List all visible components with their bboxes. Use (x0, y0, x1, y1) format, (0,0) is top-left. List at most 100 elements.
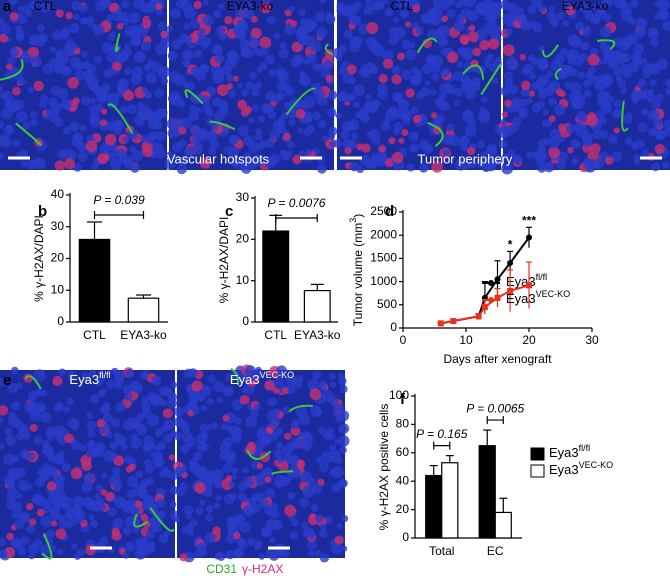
nucleus (351, 132, 359, 140)
nucleus (108, 2, 119, 13)
nucleus (237, 492, 246, 501)
nucleus (502, 44, 515, 57)
nucleus (640, 148, 650, 158)
nucleus (166, 25, 174, 32)
nucleus (329, 450, 341, 463)
nucleus (183, 22, 191, 30)
nucleus (110, 417, 121, 428)
nucleus (222, 414, 230, 422)
nucleus (432, 125, 442, 135)
nucleus (99, 119, 107, 127)
nucleus (259, 36, 272, 49)
nucleus (56, 548, 63, 556)
nucleus (599, 129, 609, 140)
nucleus (288, 456, 299, 467)
nucleus (90, 520, 98, 528)
nucleus (179, 553, 188, 562)
nucleus (255, 128, 263, 135)
nucleus (81, 460, 92, 472)
nucleus (627, 33, 639, 45)
nucleus (269, 431, 279, 441)
nucleus (526, 97, 533, 104)
nucleus (501, 111, 509, 118)
nucleus (106, 51, 119, 64)
nucleus (187, 410, 194, 417)
nucleus (125, 368, 135, 378)
nucleus (152, 456, 165, 468)
nucleus (167, 398, 178, 409)
legend-label-sup: VEC-KO (579, 460, 614, 470)
nucleus (633, 153, 641, 162)
nucleus (154, 88, 165, 98)
nucleus (290, 20, 298, 27)
nucleus (386, 8, 394, 16)
nucleus (67, 76, 80, 89)
nucleus (255, 366, 262, 374)
vessel (427, 121, 444, 147)
nucleus (237, 539, 248, 550)
nucleus (155, 525, 162, 532)
nucleus (339, 446, 347, 454)
marker (437, 320, 444, 327)
nucleus (273, 448, 283, 459)
nucleus (167, 51, 178, 61)
nucleus (297, 436, 310, 448)
nucleus (252, 89, 260, 97)
nucleus (654, 143, 665, 155)
nucleus (504, 99, 512, 107)
vessel (597, 39, 616, 50)
panel-letter: f (400, 391, 406, 408)
nucleus (7, 382, 19, 394)
bar (78, 238, 111, 323)
nucleus (10, 366, 19, 375)
nucleus (322, 135, 329, 142)
y-tick-label: 30 (236, 190, 250, 204)
nucleus (169, 485, 179, 495)
nucleus (312, 370, 322, 380)
nucleus (214, 11, 221, 19)
nucleus (28, 518, 37, 526)
nucleus (631, 51, 642, 62)
nucleus (181, 431, 193, 443)
nucleus (610, 151, 622, 162)
nucleus (327, 90, 338, 100)
nucleus (61, 462, 71, 472)
nucleus (585, 71, 593, 79)
nucleus (468, 24, 476, 32)
nucleus (131, 382, 141, 392)
nucleus (521, 80, 531, 91)
nucleus (316, 457, 323, 464)
nucleus (253, 403, 261, 411)
nucleus (319, 553, 330, 563)
nucleus (193, 0, 202, 10)
nucleus (304, 35, 316, 47)
nucleus (276, 91, 285, 101)
vessel (324, 43, 335, 57)
nucleus (181, 49, 193, 61)
nucleus (555, 88, 564, 97)
nucleus (216, 84, 229, 96)
nucleus (291, 519, 299, 527)
legend-label-main: Eya3 (549, 462, 579, 477)
nucleus (142, 4, 151, 13)
nucleus (635, 138, 645, 149)
x-tick-label: CTL (83, 328, 106, 342)
nucleus (248, 71, 257, 80)
image-caption: Tumor periphery (418, 151, 513, 166)
nucleus (614, 52, 627, 65)
nucleus (174, 118, 183, 127)
nucleus (329, 381, 337, 388)
nucleus (278, 48, 289, 59)
nucleus (317, 119, 327, 129)
nucleus (24, 401, 36, 413)
nucleus (595, 110, 605, 120)
nucleus (634, 26, 647, 38)
nucleus (242, 152, 252, 161)
nucleus (99, 388, 108, 396)
nucleus (488, 38, 500, 50)
nucleus (28, 390, 38, 400)
nucleus (663, 119, 670, 131)
stain-label: CD31 (206, 562, 237, 576)
nucleus (31, 159, 39, 166)
nucleus (264, 157, 276, 169)
